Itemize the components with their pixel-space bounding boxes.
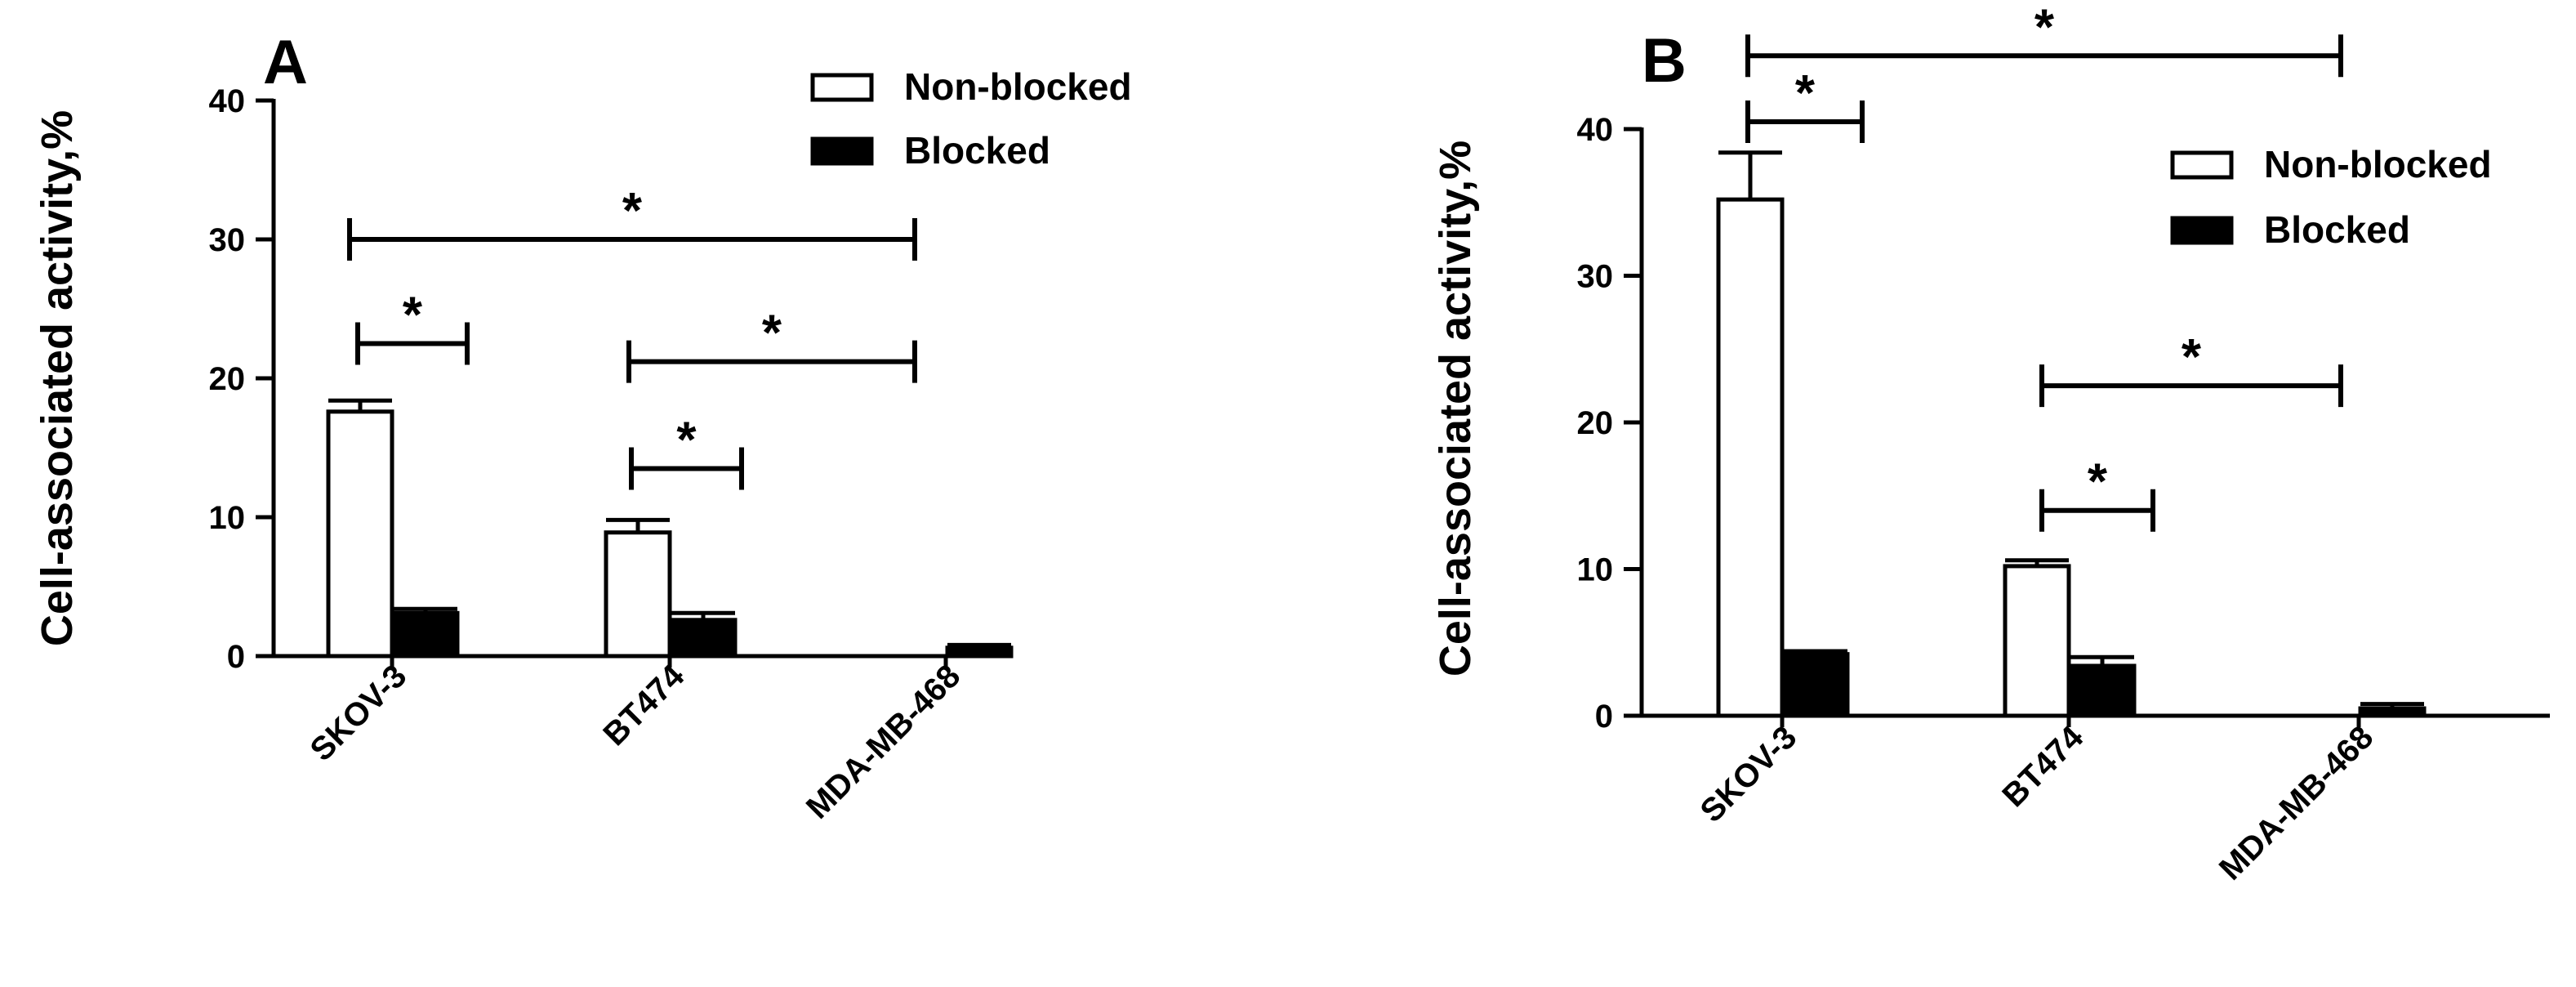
x-tick-label: SKOV-3 — [1694, 719, 1804, 829]
y-tick-label: 30 — [209, 222, 246, 258]
y-tick-label: 30 — [1577, 259, 1614, 295]
legend-swatch-blocked — [810, 136, 874, 166]
y-axis-label: Cell-associated activity,% — [1431, 141, 1480, 677]
bar-blocked-mda-mb-468 — [2358, 706, 2427, 718]
significance-star: * — [2182, 329, 2202, 386]
bar-blocked-bt474 — [669, 618, 738, 659]
y-tick-label: 40 — [209, 83, 246, 119]
significance-star: * — [1795, 65, 1816, 122]
y-axis-label: Cell-associated activity,% — [33, 110, 82, 646]
significance-star: * — [2088, 454, 2108, 511]
bar-blocked-mda-mb-468 — [945, 645, 1014, 659]
bar-non-blocked-skov-3 — [326, 409, 394, 659]
legend-label: Non-blocked — [904, 65, 1132, 108]
chart-panel-b: B Cell-associated activity,% 0 10 20 30 40 SKOV… — [1431, 0, 2550, 887]
y-tick-label: 0 — [227, 639, 245, 675]
x-tick-label: BT474 — [1995, 719, 2091, 815]
legend-label: Non-blocked — [2264, 143, 2492, 185]
panel-label: A — [263, 28, 308, 97]
panel-label: B — [1642, 26, 1687, 96]
significance-star: * — [762, 306, 782, 362]
x-tick-label: MDA-MB-468 — [2213, 719, 2381, 887]
bar-non-blocked-bt474 — [2003, 564, 2071, 718]
significance-star: * — [403, 288, 423, 344]
bar-blocked-bt474 — [2068, 663, 2137, 718]
significance-star: * — [622, 183, 643, 239]
legend-label: Blocked — [904, 129, 1050, 172]
legend-swatch-non-blocked — [2170, 150, 2234, 180]
y-tick-label: 40 — [1577, 112, 1614, 148]
bar-blocked-skov-3 — [1781, 652, 1850, 718]
legend-swatch-non-blocked — [810, 73, 874, 102]
y-tick-label: 10 — [209, 500, 246, 536]
significance-star: * — [676, 413, 697, 469]
bar-non-blocked-skov-3 — [1716, 197, 1785, 718]
x-tick-label: MDA-MB-468 — [800, 658, 968, 826]
y-tick-label: 20 — [209, 361, 246, 397]
x-tick-label: SKOV-3 — [304, 658, 414, 768]
y-tick-label: 0 — [1595, 699, 1613, 735]
x-tick-label: BT474 — [596, 658, 692, 753]
legend-label: Blocked — [2264, 208, 2410, 251]
legend-swatch-blocked — [2170, 216, 2234, 245]
significance-star: * — [2035, 0, 2055, 56]
bar-blocked-skov-3 — [391, 610, 460, 659]
bar-non-blocked-bt474 — [604, 530, 672, 659]
chart-panel-a: A Cell-associated activity,% 0 10 20 30 40 SKOV… — [33, 28, 1132, 826]
y-tick-label: 20 — [1577, 405, 1614, 441]
y-tick-label: 10 — [1577, 552, 1614, 588]
